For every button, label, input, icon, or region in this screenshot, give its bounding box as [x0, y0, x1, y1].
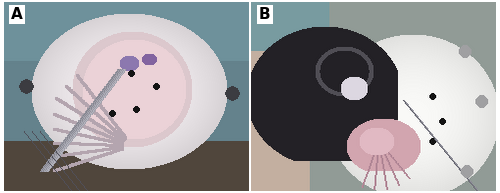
Text: A: A: [12, 7, 23, 22]
Text: B: B: [259, 7, 270, 22]
